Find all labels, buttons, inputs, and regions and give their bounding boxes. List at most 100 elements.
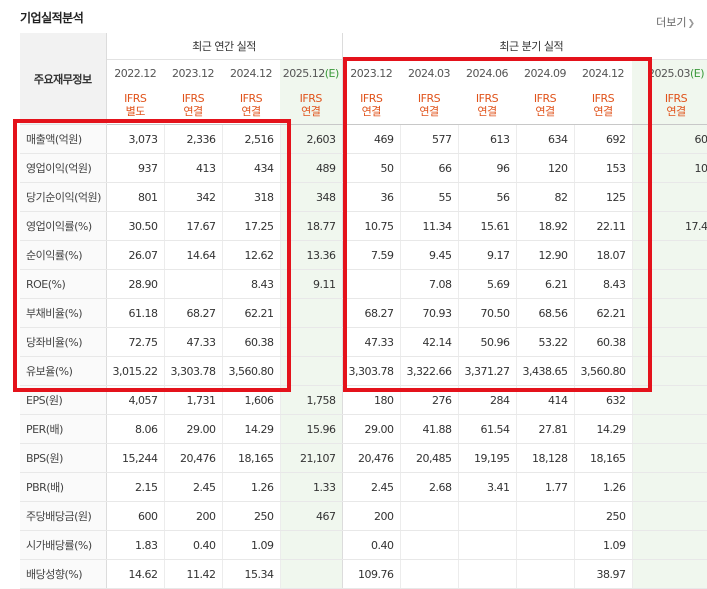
table-cell: 937 bbox=[106, 153, 164, 183]
table-cell: 36 bbox=[342, 182, 401, 212]
table-cell bbox=[631, 298, 707, 328]
table-cell: 348 bbox=[279, 182, 343, 212]
table-cell: 1.77 bbox=[515, 472, 575, 502]
table-cell: 2.68 bbox=[399, 472, 459, 502]
table-row: 유보율(%) 3,015.22 3,303.78 3,560.80 3,303.78 3,… bbox=[20, 356, 707, 386]
table-cell: 3,438.65 bbox=[515, 356, 575, 386]
ifrs-standard-label: IFRS bbox=[591, 92, 615, 105]
table-cell bbox=[515, 501, 575, 531]
ifrs-header: IFRS 연결 bbox=[280, 86, 343, 125]
table-cell: 14.29 bbox=[573, 414, 633, 444]
table-cell: 125 bbox=[573, 182, 633, 212]
ifrs-header: IFRS 연결 bbox=[516, 86, 575, 125]
table-cell: 1,758 bbox=[279, 385, 343, 415]
table-cell: 276 bbox=[399, 385, 459, 415]
table-cell: 5.69 bbox=[457, 269, 517, 299]
table-row: ROE(%) 28.90 8.43 9.11 7.08 5.69 6.21 8.43 bbox=[20, 269, 707, 299]
estimate-marker: (E) bbox=[324, 66, 340, 80]
table-cell: 13.36 bbox=[279, 240, 343, 270]
period-header: 2023.12 bbox=[172, 66, 215, 80]
table-cell: 4,057 bbox=[106, 385, 164, 415]
table-cell: 14.29 bbox=[221, 414, 280, 444]
table-cell bbox=[279, 559, 343, 589]
table-cell: 8.06 bbox=[106, 414, 164, 444]
period-header: 2024.12 bbox=[582, 66, 625, 80]
ifrs-header: IFRS 별도 bbox=[106, 86, 164, 125]
table-cell: 55 bbox=[399, 182, 459, 212]
table-cell: 15.34 bbox=[221, 559, 280, 589]
table-cell: 604 bbox=[631, 124, 707, 154]
table-cell bbox=[279, 298, 343, 328]
table-cell: 3,371.27 bbox=[457, 356, 517, 386]
table-cell: 62.21 bbox=[573, 298, 633, 328]
table-cell bbox=[631, 501, 707, 531]
row-label: EPS(원) bbox=[20, 385, 107, 415]
financial-table-container: 주요재무정보 최근 연간 실적 최근 분기 실적 2022.12 2023.12 2… bbox=[20, 33, 707, 589]
table-row: 배당성향(%) 14.62 11.42 15.34 109.76 38.97 bbox=[20, 559, 707, 589]
row-label: 유보율(%) bbox=[20, 356, 107, 386]
table-cell: 18.92 bbox=[515, 211, 575, 241]
table-cell: 1,606 bbox=[221, 385, 280, 415]
table-cell: 70.93 bbox=[399, 298, 459, 328]
ifrs-standard-label: IFRS bbox=[664, 92, 688, 105]
table-cell: 47.33 bbox=[163, 327, 222, 357]
table-cell bbox=[631, 240, 707, 270]
table-cell bbox=[457, 501, 517, 531]
table-cell: 109.76 bbox=[342, 559, 401, 589]
annual-group-header: 최근 연간 실적 bbox=[106, 33, 343, 60]
table-row: 당좌비율(%) 72.75 47.33 60.38 47.33 42.14 50.96 53.… bbox=[20, 327, 707, 357]
ifrs-header: IFRS 연결 bbox=[632, 86, 707, 125]
more-link[interactable]: 더보기❯ bbox=[656, 14, 695, 30]
table-cell: 0.40 bbox=[163, 530, 222, 560]
table-cell: 70.50 bbox=[457, 298, 517, 328]
ifrs-standard-label: IFRS bbox=[299, 92, 323, 105]
table-cell: 3,303.78 bbox=[163, 356, 222, 386]
table-cell: 9.45 bbox=[399, 240, 459, 270]
ifrs-header: IFRS 연결 bbox=[164, 86, 222, 125]
table-cell: 3,073 bbox=[106, 124, 164, 154]
consolidation-label: 연결 bbox=[361, 105, 382, 118]
table-cell: 3,015.22 bbox=[106, 356, 164, 386]
table-cell bbox=[631, 530, 707, 560]
table-cell: 2.15 bbox=[106, 472, 164, 502]
consolidation-label: 연결 bbox=[241, 105, 261, 118]
table-cell: 1.09 bbox=[221, 530, 280, 560]
table-cell: 469 bbox=[342, 124, 401, 154]
table-cell: 250 bbox=[573, 501, 633, 531]
table-row: EPS(원) 4,057 1,731 1,606 1,758 180 276 284 414 63… bbox=[20, 385, 707, 415]
table-cell: 3.41 bbox=[457, 472, 517, 502]
table-cell: 50 bbox=[342, 153, 401, 183]
consolidation-label: 연결 bbox=[183, 105, 203, 118]
section-title: 기업실적분석 bbox=[20, 11, 84, 25]
row-label: ROE(%) bbox=[20, 269, 107, 299]
table-cell: 8.43 bbox=[221, 269, 280, 299]
table-cell: 68.27 bbox=[342, 298, 401, 328]
table-cell: 342 bbox=[163, 182, 222, 212]
ifrs-standard-label: IFRS bbox=[533, 92, 557, 105]
table-cell: 11.42 bbox=[163, 559, 222, 589]
table-cell: 21,107 bbox=[279, 443, 343, 473]
table-cell: 27.81 bbox=[515, 414, 575, 444]
table-cell: 1,731 bbox=[163, 385, 222, 415]
table-cell: 1.26 bbox=[573, 472, 633, 502]
table-cell bbox=[631, 182, 707, 212]
table-cell: 60.38 bbox=[573, 327, 633, 357]
table-cell: 489 bbox=[279, 153, 343, 183]
table-cell: 68.56 bbox=[515, 298, 575, 328]
table-cell: 801 bbox=[106, 182, 164, 212]
table-cell: 1.83 bbox=[106, 530, 164, 560]
row-label: 매출액(억원) bbox=[20, 124, 107, 154]
more-link-label: 더보기 bbox=[656, 16, 687, 29]
row-label: 당좌비율(%) bbox=[20, 327, 107, 357]
table-cell: 14.62 bbox=[106, 559, 164, 589]
ifrs-header: IFRS 연결 bbox=[458, 86, 517, 125]
table-cell: 20,485 bbox=[399, 443, 459, 473]
table-cell: 18,165 bbox=[573, 443, 633, 473]
table-cell: 38.97 bbox=[573, 559, 633, 589]
table-cell: 8.43 bbox=[573, 269, 633, 299]
table-cell: 613 bbox=[457, 124, 517, 154]
table-cell: 15.61 bbox=[457, 211, 517, 241]
table-cell: 61.54 bbox=[457, 414, 517, 444]
row-label: 당기순이익(억원) bbox=[20, 182, 107, 212]
period-header: 2022.12 bbox=[114, 66, 157, 80]
